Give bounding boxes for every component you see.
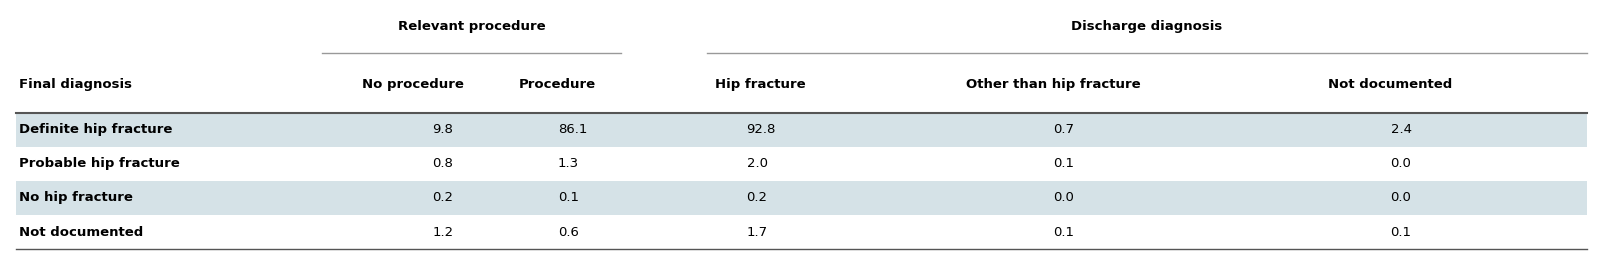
Text: No hip fracture: No hip fracture	[19, 191, 133, 204]
Text: 0.2: 0.2	[747, 191, 768, 204]
Text: 0.0: 0.0	[1390, 157, 1412, 170]
Text: 92.8: 92.8	[747, 123, 776, 136]
Text: 0.6: 0.6	[558, 225, 579, 239]
Bar	[16, 112, 1587, 147]
Text: Not documented: Not documented	[1327, 78, 1452, 91]
Text: 0.0: 0.0	[1053, 191, 1074, 204]
Text: Hip fracture: Hip fracture	[715, 78, 806, 91]
Text: 0.1: 0.1	[1053, 225, 1074, 239]
Text: Procedure: Procedure	[519, 78, 596, 91]
Text: Discharge diagnosis: Discharge diagnosis	[1071, 20, 1223, 33]
Text: Not documented: Not documented	[19, 225, 143, 239]
Text: Definite hip fracture: Definite hip fracture	[19, 123, 173, 136]
Text: Relevant procedure: Relevant procedure	[398, 20, 545, 33]
Text: 1.7: 1.7	[747, 225, 768, 239]
Text: 0.0: 0.0	[1390, 191, 1412, 204]
Text: Probable hip fracture: Probable hip fracture	[19, 157, 180, 170]
Text: 0.2: 0.2	[433, 191, 454, 204]
Text: 1.3: 1.3	[558, 157, 579, 170]
Text: No procedure: No procedure	[362, 78, 463, 91]
Text: Other than hip fracture: Other than hip fracture	[967, 78, 1141, 91]
Text: 1.2: 1.2	[433, 225, 454, 239]
Text: Final diagnosis: Final diagnosis	[19, 78, 131, 91]
Text: 0.1: 0.1	[558, 191, 579, 204]
Text: 9.8: 9.8	[433, 123, 454, 136]
Text: 2.0: 2.0	[747, 157, 768, 170]
Text: 0.1: 0.1	[1390, 225, 1412, 239]
Text: 0.1: 0.1	[1053, 157, 1074, 170]
Text: 0.7: 0.7	[1053, 123, 1074, 136]
Text: 2.4: 2.4	[1390, 123, 1412, 136]
Bar	[16, 181, 1587, 215]
Text: 86.1: 86.1	[558, 123, 587, 136]
Text: 0.8: 0.8	[433, 157, 454, 170]
